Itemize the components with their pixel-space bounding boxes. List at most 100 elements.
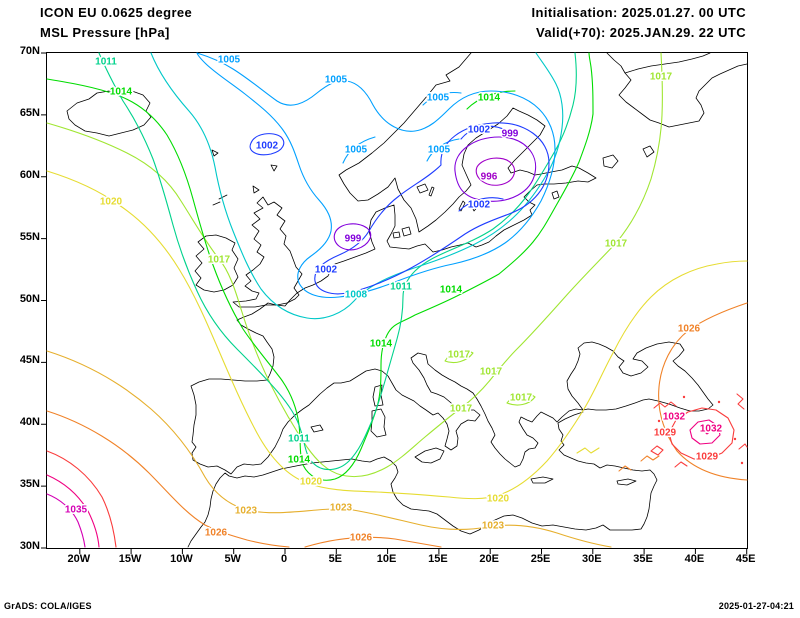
lat-tick-label: 50N <box>19 292 40 305</box>
isobar-1029-caucasus <box>668 407 735 460</box>
isobar-label-1020: 1020 <box>487 494 510 505</box>
isobar-label-1020: 1020 <box>100 197 123 208</box>
axis-ticks <box>41 52 748 554</box>
isobar-label-1026: 1026 <box>678 324 701 335</box>
isobar-label-1023: 1023 <box>330 503 353 514</box>
isobar-label-1020: 1020 <box>300 477 323 488</box>
isobar-1026-west <box>46 410 290 548</box>
isobar-label-1005: 1005 <box>428 145 451 156</box>
isobar-1023 <box>46 350 612 548</box>
lat-tick-label: 40N <box>19 416 40 429</box>
coastline-iceland <box>66 90 152 137</box>
isobar-label-1017: 1017 <box>208 255 231 266</box>
lon-tick-label: 30E <box>582 553 602 565</box>
isobar-1029-terrain-noise <box>650 393 748 468</box>
isobar-1017 <box>46 52 663 478</box>
isobar-label-1014: 1014 <box>288 455 311 466</box>
isobar-1035 <box>46 493 86 548</box>
isobar-label-1002: 1002 <box>315 265 338 276</box>
creation-timestamp: 2025-01-27-04:21 <box>718 601 794 611</box>
lat-tick-label: 60N <box>19 168 40 181</box>
coastline-crete <box>530 476 554 484</box>
lakes <box>416 145 655 200</box>
coastline-corsica <box>372 384 384 407</box>
valid-time: Valid(+70): 2025.JAN.29. 22 UTC <box>535 25 746 40</box>
coastline-white-sea-kola <box>606 52 748 128</box>
coastline-balearics <box>310 424 324 433</box>
isobar-label-1026: 1026 <box>350 533 373 544</box>
isobar-1014-northeast-segment <box>466 90 516 110</box>
isobar-1002-inner-arcs <box>458 125 504 212</box>
isobar-label-1023: 1023 <box>482 521 505 532</box>
isobar-label-1035: 1035 <box>65 505 88 516</box>
isobar-1002-norwegian-sea <box>249 133 285 156</box>
isobar-1020 <box>46 170 748 500</box>
isobar-label-1026: 1026 <box>205 528 228 539</box>
isobar-label-996: 996 <box>481 172 498 183</box>
isobar-label-1032: 1032 <box>663 412 686 423</box>
isobar-label-1002: 1002 <box>256 141 279 152</box>
lat-tick-label: 55N <box>19 230 40 243</box>
model-title: ICON EU 0.0625 degree <box>40 5 193 20</box>
map-frame: 1011 1005 1014 1005 1005 1014 1017 1002 1005 1005… <box>41 52 748 554</box>
lon-tick-label: 5W <box>224 553 241 565</box>
coastline-great-britain <box>232 196 303 308</box>
isobar-label-999: 999 <box>502 129 519 140</box>
lon-tick-label: 20E <box>479 553 499 565</box>
isobar-label-1029: 1029 <box>654 428 677 439</box>
isobar-1005 <box>196 52 556 299</box>
isobar-999-denmark <box>333 223 372 251</box>
isobar-1026-africa <box>304 536 442 548</box>
isobar-label-1014: 1014 <box>110 87 133 98</box>
lat-tick-label: 45N <box>19 354 40 367</box>
lon-tick-label: 10W <box>170 553 193 565</box>
isobar-label-1005: 1005 <box>218 55 241 66</box>
isobar-label-1014: 1014 <box>478 93 501 104</box>
terrain-speckles <box>657 395 744 465</box>
isobar-label-1011: 1011 <box>95 57 117 68</box>
lat-tick-label: 30N <box>19 540 40 552</box>
coastline-small-north-islands <box>211 149 278 206</box>
isobar-label-1017: 1017 <box>605 239 628 250</box>
isobar-1011 <box>98 52 577 471</box>
lon-tick-label: 0 <box>280 553 288 565</box>
lat-tick-label: 35N <box>19 478 40 491</box>
isobar-label-1005: 1005 <box>345 145 368 156</box>
isobar-label-1005: 1005 <box>325 75 348 86</box>
isobar-label-1008: 1008 <box>345 290 368 301</box>
lon-tick-label: 15W <box>118 553 142 565</box>
variable-title: MSL Pressure [hPa] <box>40 25 170 40</box>
isobar-labels-layer: 1011 1005 1014 1005 1005 1014 1017 1002 1005 1005… <box>63 53 724 545</box>
isobar-1005-inner-arcs <box>342 91 462 164</box>
coastline-mainland-europe <box>190 52 714 475</box>
lon-tick-label: 20W <box>67 553 91 565</box>
isobar-label-1017: 1017 <box>510 393 533 404</box>
isobar-label-1011: 1011 <box>288 434 310 445</box>
lat-tick-label: 65N <box>19 106 40 119</box>
isobar-label-1023: 1023 <box>235 506 258 517</box>
isobar-999-baltic <box>454 136 537 202</box>
isobar-label-1017: 1017 <box>450 404 473 415</box>
grads-credit: GrADS: COLA/IGES <box>4 601 92 611</box>
lon-tick-label: 45E <box>735 553 756 565</box>
isobar-1017-balkan-loop <box>506 393 536 406</box>
isobar-label-1029: 1029 <box>696 452 719 463</box>
isobar-label-1017: 1017 <box>448 350 471 361</box>
isobar-label-999: 999 <box>345 234 362 245</box>
isobar-label-1014: 1014 <box>440 285 463 296</box>
isobar-label-1017: 1017 <box>650 72 673 83</box>
map-canvas: 1011 1005 1014 1005 1005 1014 1017 1002 1005 1005… <box>41 52 748 554</box>
isobar-1026-northeast <box>658 302 748 481</box>
isobar-1032-west <box>46 474 100 548</box>
init-time: Initialisation: 2025.01.27. 00 UTC <box>531 5 746 20</box>
isobar-1008 <box>150 52 564 320</box>
lat-tick-label: 70N <box>19 45 40 57</box>
coastline-ireland <box>194 234 239 293</box>
coastline-anatolia-africa <box>187 411 658 548</box>
coastline-sicily <box>414 447 445 464</box>
isobar-label-1002: 1002 <box>468 125 491 136</box>
isobar-label-1011: 1011 <box>390 282 412 293</box>
isobar-label-1032: 1032 <box>700 424 723 435</box>
isobar-label-1005: 1005 <box>427 93 450 104</box>
